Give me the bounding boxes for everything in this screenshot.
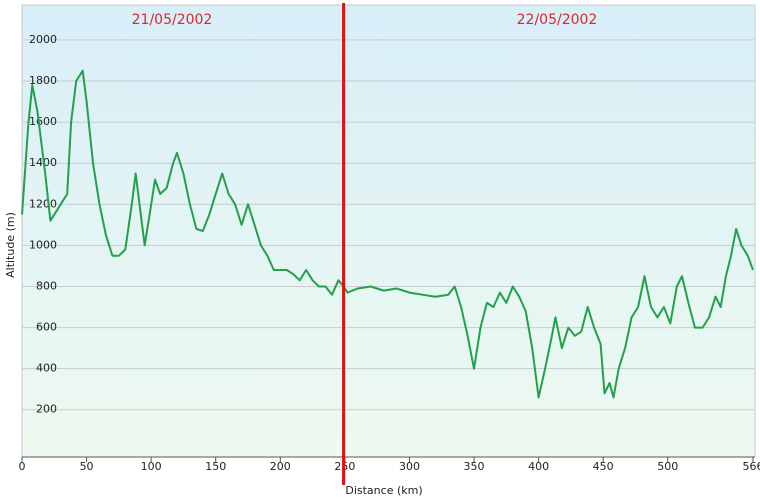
x-tick-label: 100	[141, 460, 162, 473]
x-axis-label: Distance (km)	[345, 484, 422, 497]
y-tick-label: 1800	[29, 74, 57, 87]
x-tick-label: 400	[528, 460, 549, 473]
y-tick-label: 1200	[29, 197, 57, 210]
y-tick-label: 2000	[29, 33, 57, 46]
x-tick-label: 200	[270, 460, 291, 473]
x-tick-label: 350	[464, 460, 485, 473]
x-tick-label: 300	[399, 460, 420, 473]
x-tick-label: 0	[19, 460, 26, 473]
x-tick-label: 500	[657, 460, 678, 473]
x-tick-label: 450	[593, 460, 614, 473]
plot-area	[21, 4, 756, 458]
x-tick-label: 566	[743, 460, 760, 473]
y-tick-label: 400	[36, 362, 57, 375]
y-tick-label: 200	[36, 403, 57, 416]
day-label: 21/05/2002	[132, 12, 213, 28]
y-axis-label: Altitude (m)	[4, 212, 17, 278]
x-tick-label: 50	[80, 460, 94, 473]
altitude-line	[21, 69, 754, 399]
y-tick-label: 600	[36, 321, 57, 334]
x-tick-label: 150	[205, 460, 226, 473]
y-tick-label: 1600	[29, 115, 57, 128]
day-label: 22/05/2002	[517, 12, 598, 28]
y-tick-label: 1000	[29, 238, 57, 251]
y-tick-label: 800	[36, 279, 57, 292]
